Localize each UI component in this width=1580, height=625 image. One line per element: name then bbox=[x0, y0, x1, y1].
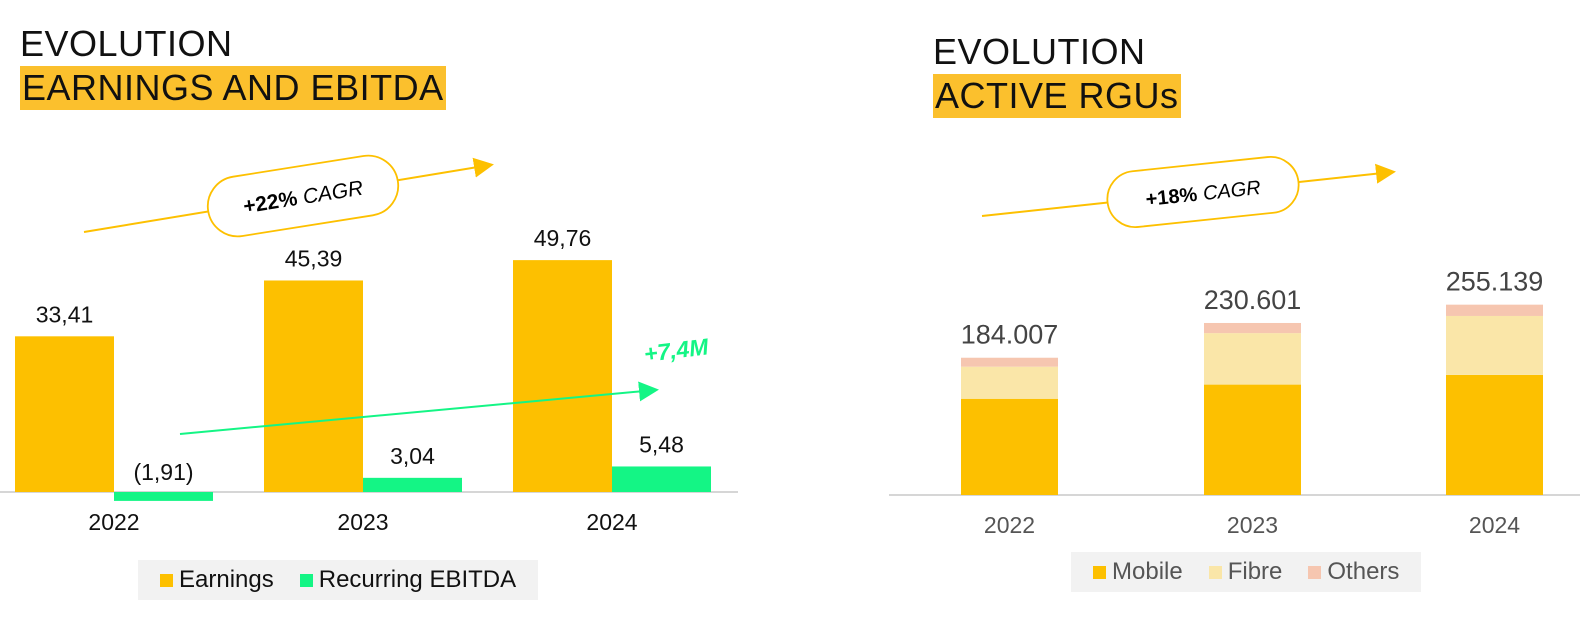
bar-fibre-2023 bbox=[1204, 333, 1301, 385]
left-title-line1: EVOLUTION bbox=[20, 23, 233, 64]
right-legend: Mobile Fibre Others bbox=[1071, 552, 1422, 592]
data-label-recurring-ebitda-2024: 5,48 bbox=[639, 431, 684, 457]
bar-mobile-2024 bbox=[1446, 374, 1543, 495]
ebitda-growth-label: +7,4M bbox=[642, 333, 710, 367]
legend-swatch-mobile bbox=[1093, 565, 1106, 579]
legend-label-fibre: Fibre bbox=[1227, 558, 1283, 585]
bar-others-2022 bbox=[961, 357, 1058, 367]
bar-earnings-2023 bbox=[264, 280, 363, 492]
legend-label-earnings: Earnings bbox=[179, 566, 274, 593]
bar-earnings-2024 bbox=[513, 260, 612, 492]
legend-item-mobile: Mobile bbox=[1093, 558, 1183, 586]
x-tick-2023: 2023 bbox=[337, 509, 388, 535]
bar-recurring-ebitda-2024 bbox=[612, 466, 711, 492]
data-label-earnings-2024: 49,76 bbox=[534, 225, 592, 251]
bar-fibre-2022 bbox=[961, 366, 1058, 399]
legend-item-recurring-ebitda: Recurring EBITDA bbox=[299, 566, 517, 594]
data-label-earnings-2023: 45,39 bbox=[285, 245, 343, 271]
right-cagr-pill bbox=[1106, 155, 1300, 229]
total-label-2024: 255.139 bbox=[1446, 267, 1544, 297]
x-tick-right-2022: 2022 bbox=[984, 512, 1035, 538]
legend-swatch-fibre bbox=[1208, 565, 1222, 579]
ebitda-growth-arrow bbox=[179, 381, 659, 435]
total-label-2022: 184.007 bbox=[961, 320, 1059, 350]
legend-swatch-others bbox=[1308, 565, 1322, 579]
bar-others-2023 bbox=[1204, 322, 1301, 334]
total-label-2023: 230.601 bbox=[1204, 285, 1302, 315]
right-cagr-label: +18% CAGR bbox=[1145, 177, 1262, 211]
bar-mobile-2023 bbox=[1204, 384, 1301, 495]
legend-label-mobile: Mobile bbox=[1112, 558, 1183, 585]
left-cagr-pill bbox=[206, 154, 400, 238]
right-title-line2: ACTIVE RGUs bbox=[933, 74, 1181, 118]
data-label-recurring-ebitda-2023: 3,04 bbox=[390, 443, 435, 469]
right-cagr-annotation: +18% CAGR bbox=[981, 155, 1396, 229]
bar-others-2024 bbox=[1446, 304, 1543, 316]
bar-fibre-2024 bbox=[1446, 315, 1543, 375]
right-bars-group: 184.007 2022 230.601 2023 255.139 2024 bbox=[889, 267, 1580, 538]
x-tick-right-2023: 2023 bbox=[1227, 512, 1278, 538]
left-title-line2: EARNINGS AND EBITDA bbox=[20, 66, 446, 110]
x-tick-2024: 2024 bbox=[586, 509, 637, 535]
data-label-earnings-2022: 33,41 bbox=[36, 301, 94, 327]
bar-recurring-ebitda-2022 bbox=[114, 492, 213, 501]
x-tick-right-2024: 2024 bbox=[1469, 512, 1520, 538]
left-cagr-annotation: +22% CAGR bbox=[83, 154, 494, 238]
left-legend: Earnings Recurring EBITDA bbox=[138, 560, 539, 600]
legend-swatch-recurring-ebitda bbox=[299, 573, 313, 587]
bar-mobile-2022 bbox=[961, 398, 1058, 495]
x-tick-2022: 2022 bbox=[88, 509, 139, 535]
bar-recurring-ebitda-2023 bbox=[363, 477, 462, 492]
right-title-line1: EVOLUTION bbox=[933, 31, 1146, 72]
data-label-recurring-ebitda-2022: (1,91) bbox=[133, 459, 193, 485]
legend-item-earnings: Earnings bbox=[160, 566, 274, 594]
legend-label-recurring-ebitda: Recurring EBITDA bbox=[318, 566, 517, 593]
legend-label-others: Others bbox=[1327, 558, 1400, 585]
left-bars-group: 33,41 (1,91) 2022 45,39 3,04 2023 49,76 5,48 202… bbox=[0, 225, 738, 535]
legend-item-others: Others bbox=[1308, 558, 1399, 586]
right-chart-title: EVOLUTION ACTIVE RGUs bbox=[933, 30, 1181, 118]
legend-item-fibre: Fibre bbox=[1208, 558, 1283, 586]
legend-swatch-earnings bbox=[160, 573, 173, 587]
bar-earnings-2022 bbox=[15, 336, 114, 492]
left-chart-title: EVOLUTION EARNINGS AND EBITDA bbox=[20, 22, 446, 110]
